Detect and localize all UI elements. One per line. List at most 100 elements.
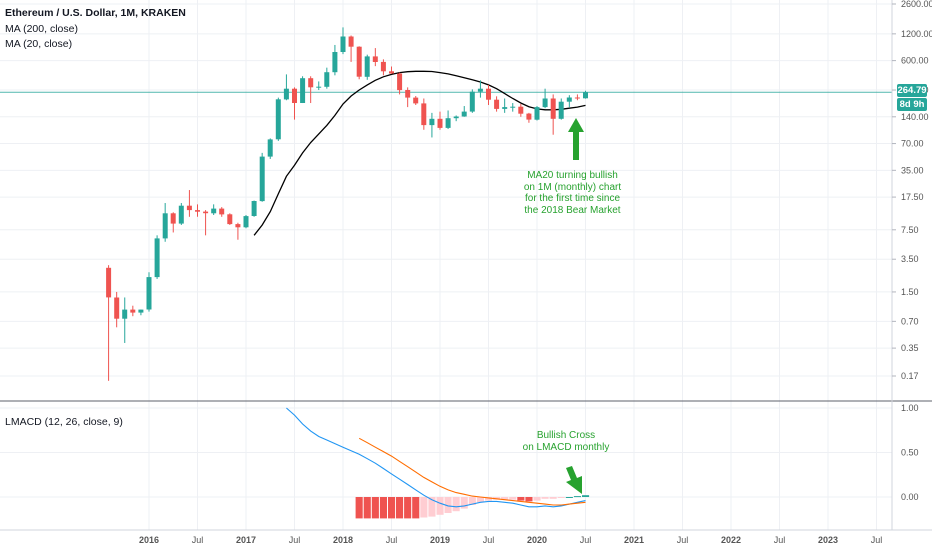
- candle-body: [283, 88, 289, 100]
- macd-histogram-bar: [541, 497, 549, 499]
- candle-body: [154, 238, 160, 278]
- macd-histogram-bar: [501, 497, 509, 500]
- macd-tick-label: 1.00: [901, 403, 919, 413]
- candle: [413, 95, 419, 106]
- candle-body: [122, 309, 128, 319]
- x-tick-label: Jul: [192, 535, 204, 545]
- macd-histogram-bar: [420, 497, 428, 518]
- candle-body: [211, 208, 217, 214]
- candle: [518, 104, 524, 117]
- candle-body: [405, 90, 411, 98]
- candle: [259, 152, 265, 202]
- x-tick-label: Jul: [386, 535, 398, 545]
- candle-body: [300, 78, 306, 103]
- candle: [397, 72, 403, 95]
- macd-line: [286, 407, 586, 508]
- macd-histogram-bar: [444, 497, 452, 513]
- candle-body: [389, 71, 394, 74]
- x-tick-label: 2023: [818, 535, 838, 545]
- candle: [162, 203, 168, 242]
- candle: [178, 203, 184, 225]
- ma20-legend[interactable]: MA (20, close): [5, 38, 73, 50]
- price-tick-label: 2600.00: [901, 0, 932, 9]
- candle-body: [178, 205, 184, 224]
- candle: [558, 98, 564, 120]
- macd-histogram-bar: [371, 497, 379, 519]
- candle-body: [356, 46, 362, 77]
- candle-body: [453, 116, 459, 119]
- macd-histogram-bar: [396, 497, 404, 519]
- candle: [389, 66, 394, 74]
- candle: [372, 48, 378, 67]
- grid-layer: [0, 0, 892, 530]
- candle-body: [162, 213, 168, 239]
- candle-body: [146, 277, 152, 310]
- candle: [203, 210, 209, 236]
- x-tick-label: 2022: [721, 535, 741, 545]
- candle: [170, 212, 176, 233]
- ma20-layer: [253, 70, 586, 236]
- candle: [227, 213, 233, 225]
- candle: [574, 94, 580, 101]
- macd-histogram-bar: [388, 497, 396, 519]
- candle-body: [534, 107, 540, 120]
- macd-legend[interactable]: LMACD (12, 26, close, 9): [5, 416, 123, 428]
- price-tick-label: 0.70: [901, 316, 919, 326]
- x-tick-label: Jul: [483, 535, 495, 545]
- candle: [356, 46, 362, 80]
- candle: [526, 112, 532, 123]
- macd-histogram-bar: [404, 497, 412, 519]
- price-tick-label: 0.17: [901, 371, 919, 381]
- candle-body: [227, 214, 233, 225]
- candle: [583, 90, 588, 99]
- ma20-annotation-line: for the first time since: [524, 193, 621, 204]
- price-tick-label: 1.50: [901, 287, 919, 297]
- candle: [122, 297, 128, 343]
- last-price-badge: 264.79: [897, 84, 927, 97]
- candle-body: [413, 97, 419, 104]
- ma200-legend[interactable]: MA (200, close): [5, 23, 78, 35]
- price-tick-label: 3.50: [901, 254, 919, 264]
- macd-annotation-line: Bullish Cross: [536, 430, 596, 441]
- candle-body: [275, 99, 281, 140]
- macd-histogram-bar: [379, 497, 387, 519]
- macd-histogram-bar: [476, 497, 484, 503]
- candle: [267, 138, 273, 159]
- candle-body: [558, 101, 564, 119]
- candle-body: [421, 103, 427, 126]
- candle: [235, 222, 241, 240]
- candle: [542, 88, 548, 109]
- candle: [380, 59, 386, 76]
- ma20-up-arrow-icon: [568, 118, 584, 160]
- macd-histogram-bar: [509, 497, 517, 500]
- x-tick-label: 2021: [624, 535, 644, 545]
- macd-histogram-bar: [468, 497, 476, 505]
- chart-title: Ethereum / U.S. Dollar, 1M, KRAKEN: [5, 7, 186, 19]
- macd-histogram-bar: [412, 497, 420, 519]
- candle-body: [138, 309, 144, 313]
- macd-histogram-bar: [573, 496, 581, 498]
- candle-body: [372, 56, 378, 62]
- price-tick-label: 17.50: [901, 192, 924, 202]
- x-tick-label: 2016: [139, 535, 159, 545]
- price-tick-label: 7.50: [901, 225, 919, 235]
- macd-histogram-bar: [355, 497, 363, 519]
- macd-histogram-bar: [363, 497, 371, 519]
- candle-body: [348, 36, 354, 47]
- ma20-annotation: MA20 turning bullish on 1M (monthly) cha…: [510, 170, 635, 216]
- candle-body: [324, 72, 330, 87]
- candle-body: [526, 113, 532, 120]
- candle: [421, 98, 427, 130]
- candle-body: [429, 118, 435, 126]
- candle: [146, 272, 152, 312]
- candle: [308, 76, 314, 104]
- ma20-annotation-line: the 2018 Bear Market: [524, 204, 621, 216]
- macd-histogram-bar: [549, 497, 557, 499]
- candle-body: [445, 118, 451, 128]
- candle-body: [186, 205, 192, 211]
- x-tick-label: Jul: [289, 535, 301, 545]
- macd-annotation: Bullish Cross on LMACD monthly: [516, 430, 616, 453]
- macd-histogram-bar: [452, 497, 460, 512]
